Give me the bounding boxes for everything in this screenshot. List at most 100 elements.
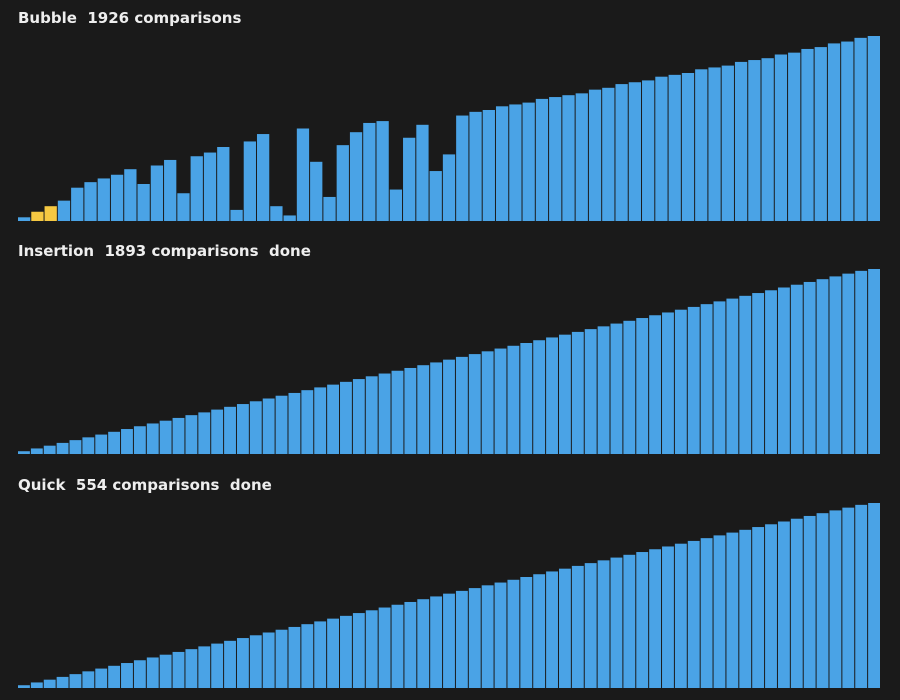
insertion-bar-6 bbox=[95, 434, 108, 454]
insertion-bar-14 bbox=[198, 412, 211, 455]
insertion-bar-65 bbox=[855, 270, 868, 454]
panel-title-insertion: Insertion 1893 comparisons done bbox=[18, 242, 311, 260]
quick-bar-52 bbox=[687, 540, 700, 688]
insertion-bar-44 bbox=[584, 329, 597, 454]
insertion-bar-36 bbox=[481, 351, 494, 454]
insertion-bar-37 bbox=[494, 348, 507, 454]
insertion-bar-11 bbox=[159, 420, 172, 454]
bubble-bar-33 bbox=[456, 115, 469, 221]
insertion-bar-23 bbox=[314, 387, 327, 454]
insertion-bar-61 bbox=[803, 281, 816, 454]
bubble-bar-20 bbox=[283, 215, 296, 221]
quick-bar-24 bbox=[327, 618, 340, 689]
insertion-bar-5 bbox=[82, 437, 95, 454]
bubble-bar-60 bbox=[814, 47, 827, 221]
quick-bar-27 bbox=[365, 610, 378, 688]
quick-bar-47 bbox=[623, 554, 636, 688]
bubble-bar-16 bbox=[230, 209, 243, 221]
bubble-bar-3 bbox=[57, 200, 71, 221]
bubble-bar-8 bbox=[124, 169, 137, 221]
bubble-bar-2 bbox=[44, 206, 57, 221]
quick-bar-7 bbox=[108, 665, 121, 688]
bubble-bar-34 bbox=[469, 111, 482, 221]
quick-bar-57 bbox=[752, 527, 765, 688]
bubble-bar-55 bbox=[748, 60, 761, 221]
quick-bar-30 bbox=[404, 601, 417, 688]
quick-bar-4 bbox=[69, 674, 82, 689]
insertion-bar-chart bbox=[18, 269, 880, 455]
bubble-bar-23 bbox=[323, 196, 336, 221]
insertion-bar-38 bbox=[507, 345, 520, 454]
insertion-bar-45 bbox=[597, 326, 610, 454]
quick-bar-20 bbox=[275, 629, 288, 688]
quick-bar-50 bbox=[662, 546, 674, 688]
quick-bar-51 bbox=[674, 543, 687, 688]
insertion-bar-33 bbox=[443, 359, 455, 454]
quick-bar-1 bbox=[30, 682, 43, 688]
quick-bar-3 bbox=[56, 676, 69, 688]
bubble-bar-31 bbox=[429, 171, 442, 221]
insertion-bar-54 bbox=[713, 301, 726, 455]
bubble-bar-52 bbox=[708, 67, 721, 221]
insertion-bar-12 bbox=[172, 417, 185, 455]
quick-bar-43 bbox=[571, 565, 584, 688]
quick-bar-23 bbox=[314, 621, 327, 688]
quick-bar-15 bbox=[211, 643, 224, 688]
bubble-bar-59 bbox=[801, 48, 814, 222]
insertion-bar-4 bbox=[69, 440, 82, 455]
insertion-bar-22 bbox=[301, 390, 314, 454]
bubble-bar-49 bbox=[668, 74, 681, 221]
quick-bar-54 bbox=[713, 535, 726, 689]
insertion-bar-16 bbox=[224, 406, 236, 454]
insertion-bar-50 bbox=[662, 312, 674, 454]
insertion-bar-10 bbox=[146, 423, 159, 454]
bubble-bar-46 bbox=[628, 82, 642, 221]
quick-bar-chart bbox=[18, 503, 880, 689]
insertion-bar-63 bbox=[829, 276, 842, 454]
bubble-bar-10 bbox=[150, 165, 164, 221]
bubble-bar-54 bbox=[734, 61, 748, 222]
quick-bar-39 bbox=[520, 577, 533, 688]
bubble-bar-17 bbox=[243, 141, 256, 221]
insertion-bar-57 bbox=[752, 293, 765, 454]
insertion-bar-59 bbox=[777, 287, 790, 454]
insertion-bar-19 bbox=[262, 398, 275, 454]
bubble-bar-15 bbox=[217, 147, 230, 221]
quick-bar-17 bbox=[236, 638, 249, 688]
insertion-bar-43 bbox=[571, 331, 584, 454]
insertion-bar-56 bbox=[739, 295, 752, 454]
bubble-bar-64 bbox=[867, 36, 880, 221]
bubble-bar-47 bbox=[642, 80, 655, 222]
insertion-bar-26 bbox=[352, 379, 365, 454]
quick-bar-29 bbox=[391, 604, 404, 688]
bubble-bar-5 bbox=[84, 182, 97, 221]
insertion-bar-3 bbox=[56, 442, 69, 454]
insertion-bar-51 bbox=[674, 309, 687, 454]
insertion-bar-21 bbox=[288, 392, 301, 454]
bubble-bar-30 bbox=[416, 124, 429, 221]
insertion-bar-66 bbox=[868, 269, 880, 454]
quick-bar-45 bbox=[597, 560, 610, 688]
quick-bar-53 bbox=[700, 538, 713, 688]
quick-bar-36 bbox=[481, 585, 494, 688]
bubble-bar-50 bbox=[681, 73, 695, 221]
insertion-bar-27 bbox=[365, 376, 378, 454]
bubble-bar-28 bbox=[389, 189, 403, 221]
quick-bar-22 bbox=[301, 624, 314, 688]
insertion-bar-42 bbox=[558, 334, 571, 454]
quick-bar-63 bbox=[829, 510, 842, 688]
bubble-bar-53 bbox=[721, 65, 734, 221]
insertion-bar-40 bbox=[533, 340, 546, 454]
insertion-bar-46 bbox=[610, 323, 623, 454]
insertion-bar-7 bbox=[108, 431, 121, 454]
panel-insertion: Insertion 1893 comparisons done bbox=[0, 233, 900, 466]
quick-bar-13 bbox=[185, 649, 198, 688]
insertion-bar-0 bbox=[18, 451, 30, 454]
panel-bubble: Bubble 1926 comparisons bbox=[0, 0, 900, 233]
bubble-bar-11 bbox=[164, 159, 177, 221]
bubble-bar-27 bbox=[376, 121, 389, 221]
insertion-bar-29 bbox=[391, 370, 404, 454]
insertion-bar-48 bbox=[636, 318, 649, 454]
quick-bar-64 bbox=[842, 507, 855, 689]
